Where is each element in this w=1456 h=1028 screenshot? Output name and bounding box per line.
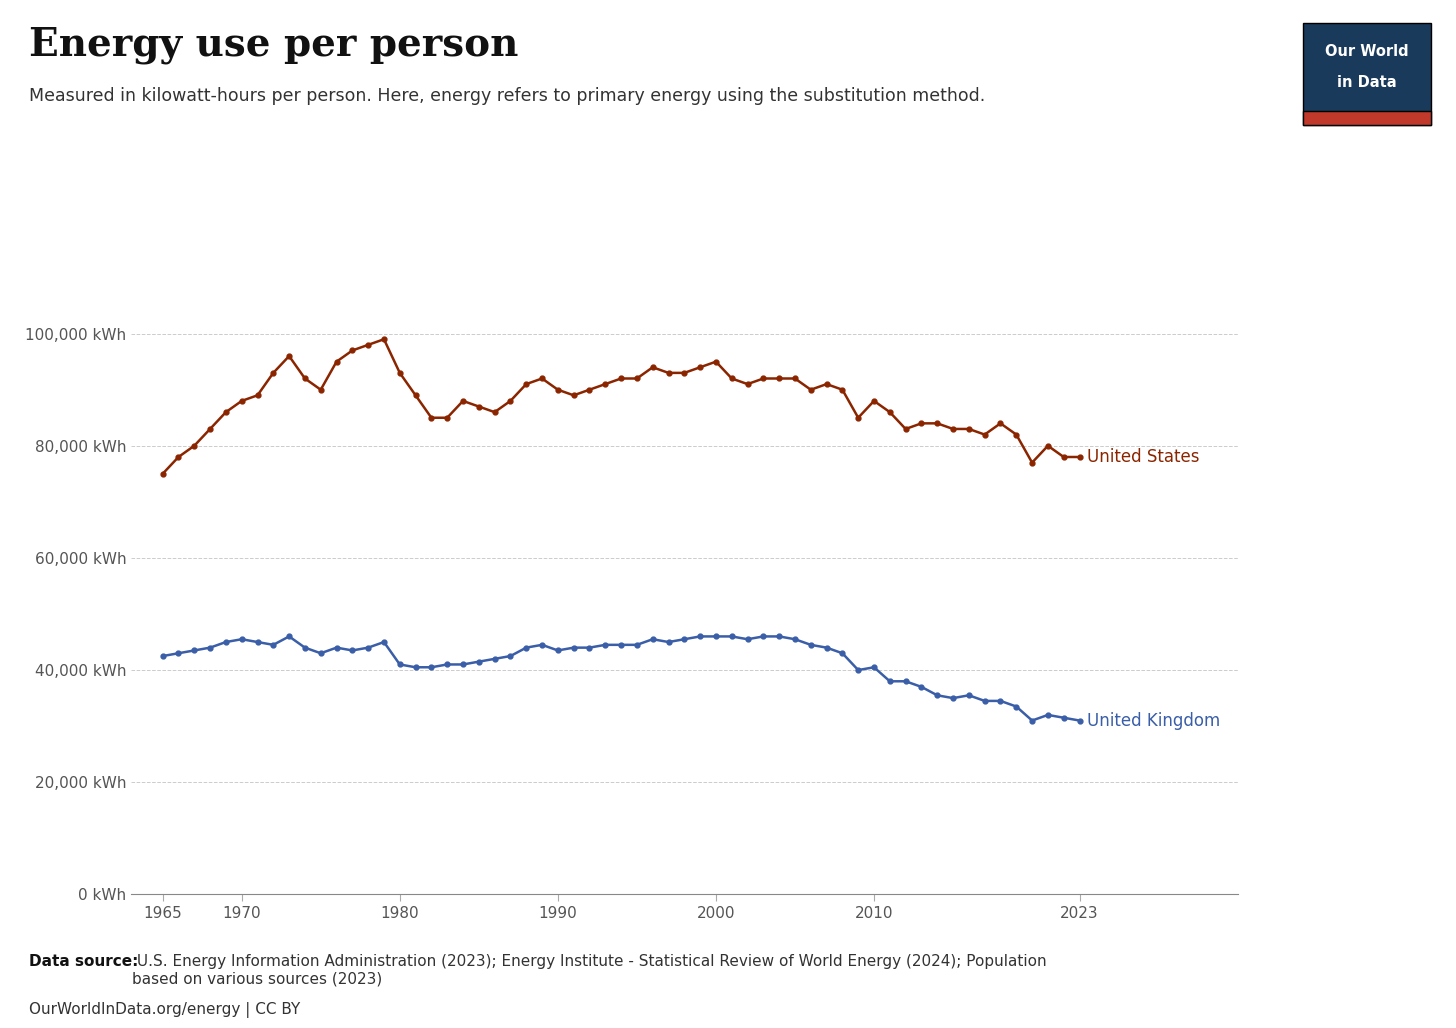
Text: United Kingdom: United Kingdom — [1088, 711, 1220, 730]
Text: in Data: in Data — [1338, 75, 1396, 89]
Text: Data source:: Data source: — [29, 954, 138, 969]
Text: Energy use per person: Energy use per person — [29, 26, 518, 64]
Text: Our World: Our World — [1325, 44, 1409, 59]
Text: United States: United States — [1088, 448, 1200, 466]
FancyBboxPatch shape — [1303, 111, 1431, 125]
FancyBboxPatch shape — [1303, 23, 1431, 125]
Text: U.S. Energy Information Administration (2023); Energy Institute - Statistical Re: U.S. Energy Information Administration (… — [132, 954, 1047, 987]
Text: OurWorldInData.org/energy | CC BY: OurWorldInData.org/energy | CC BY — [29, 1002, 300, 1019]
Text: Measured in kilowatt-hours per person. Here, energy refers to primary energy usi: Measured in kilowatt-hours per person. H… — [29, 87, 986, 106]
